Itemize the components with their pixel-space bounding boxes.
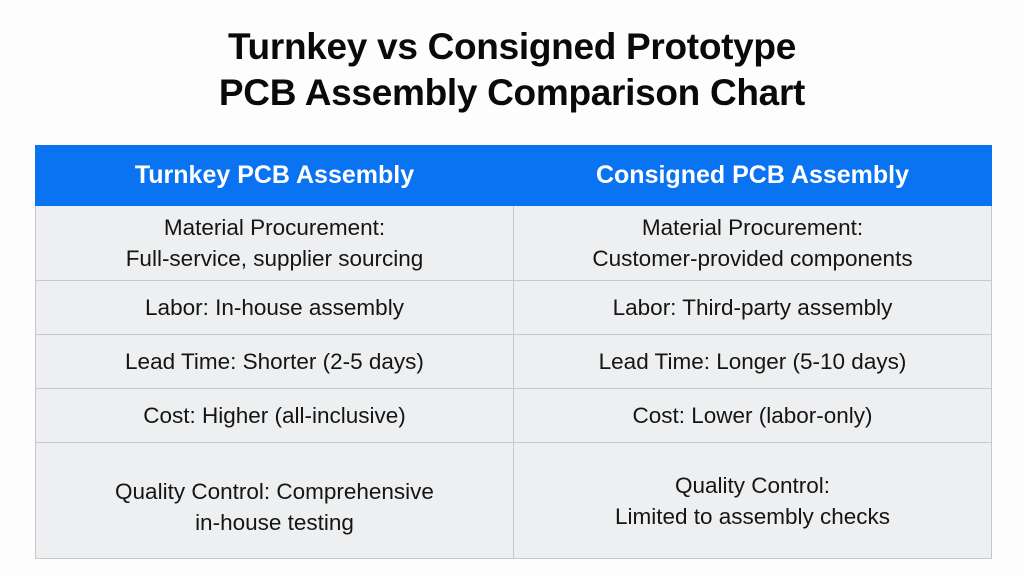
cell-turnkey-lead-time: Lead Time: Shorter (2-5 days) xyxy=(35,334,514,389)
table-row-cost: Cost: Higher (all-inclusive) Cost: Lower… xyxy=(35,388,992,443)
cell-turnkey-quality: Quality Control: Comprehensive in-house … xyxy=(35,442,514,559)
cell-text: Quality Control: xyxy=(674,472,831,498)
table-row-lead-time: Lead Time: Shorter (2-5 days) Lead Time:… xyxy=(35,334,992,389)
page-title: Turnkey vs Consigned Prototype PCB Assem… xyxy=(0,24,1024,116)
cell-text: Labor: Third-party assembly xyxy=(612,295,893,320)
cell-turnkey-cost: Cost: Higher (all-inclusive) xyxy=(35,388,514,443)
table-row-material-procurement: Material Procurement: Full-service, supp… xyxy=(35,205,992,281)
cell-consigned-labor: Labor: Third-party assembly xyxy=(513,280,992,335)
cell-text: Cost: Higher (all-inclusive) xyxy=(143,403,406,428)
cell-turnkey-material: Material Procurement: Full-service, supp… xyxy=(35,205,514,281)
table-row-labor: Labor: In-house assembly Labor: Third-pa… xyxy=(35,280,992,335)
cell-text: Quality Control: Comprehensive xyxy=(115,478,434,504)
cell-text: Labor: In-house assembly xyxy=(145,295,404,320)
cell-text: Customer-provided components xyxy=(592,246,913,271)
table-header-row: Turnkey PCB Assembly Consigned PCB Assem… xyxy=(35,145,992,206)
cell-text: in-house testing xyxy=(195,509,354,535)
title-line-2: PCB Assembly Comparison Chart xyxy=(218,72,806,113)
cell-text: Material Procurement: xyxy=(641,215,864,240)
cell-consigned-material: Material Procurement: Customer-provided … xyxy=(513,205,992,281)
cell-text: Lead Time: Shorter (2-5 days) xyxy=(125,349,424,374)
cell-text: Limited to assembly checks xyxy=(614,503,891,529)
cell-consigned-quality: Quality Control: Limited to assembly che… xyxy=(513,442,992,559)
cell-text: Material Procurement: xyxy=(163,215,386,240)
cell-consigned-lead-time: Lead Time: Longer (5-10 days) xyxy=(513,334,992,389)
cell-text: Cost: Lower (labor-only) xyxy=(632,403,873,428)
title-line-1: Turnkey vs Consigned Prototype xyxy=(227,26,797,67)
comparison-table: Turnkey PCB Assembly Consigned PCB Assem… xyxy=(35,145,992,559)
cell-consigned-cost: Cost: Lower (labor-only) xyxy=(513,388,992,443)
cell-turnkey-labor: Labor: In-house assembly xyxy=(35,280,514,335)
header-turnkey: Turnkey PCB Assembly xyxy=(35,145,514,206)
cell-text: Full-service, supplier sourcing xyxy=(125,246,424,271)
header-consigned: Consigned PCB Assembly xyxy=(513,145,992,206)
cell-text: Lead Time: Longer (5-10 days) xyxy=(598,349,907,374)
table-row-quality-control: Quality Control: Comprehensive in-house … xyxy=(35,442,992,559)
